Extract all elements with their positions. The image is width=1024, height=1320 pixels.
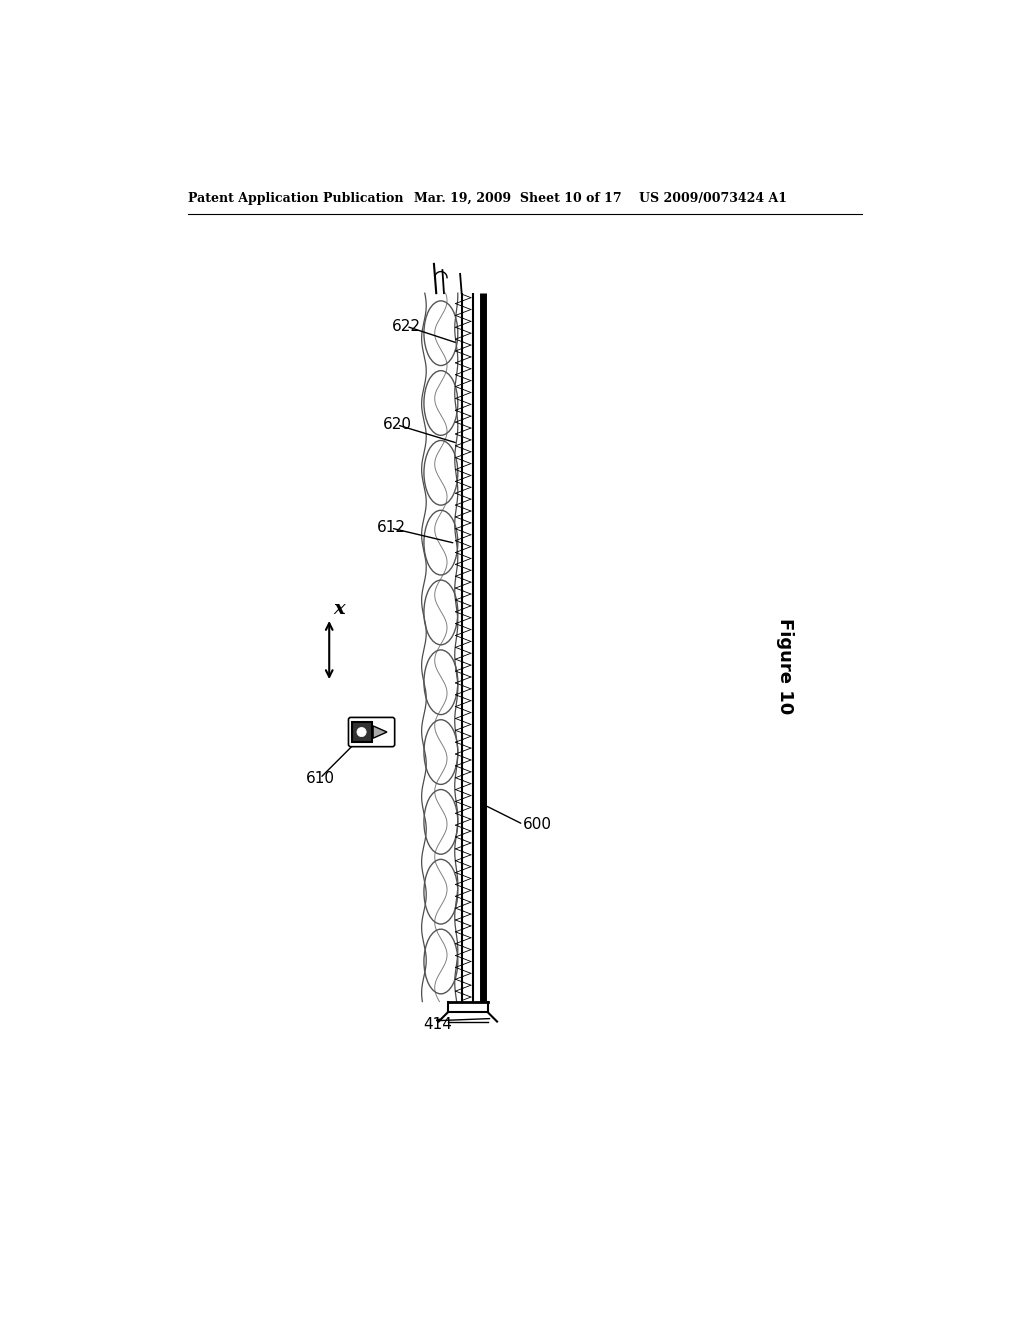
Polygon shape <box>373 726 387 738</box>
Text: Mar. 19, 2009  Sheet 10 of 17: Mar. 19, 2009 Sheet 10 of 17 <box>414 191 622 205</box>
Text: Figure 10: Figure 10 <box>776 619 794 714</box>
Text: US 2009/0073424 A1: US 2009/0073424 A1 <box>639 191 786 205</box>
Text: x: x <box>333 599 345 618</box>
FancyBboxPatch shape <box>348 718 394 747</box>
Text: 414: 414 <box>423 1018 452 1032</box>
Text: 622: 622 <box>392 318 421 334</box>
Text: 610: 610 <box>306 771 335 785</box>
Text: 612: 612 <box>377 520 406 536</box>
Bar <box>351 722 372 742</box>
Text: 620: 620 <box>383 417 412 433</box>
Text: 600: 600 <box>523 817 552 832</box>
Circle shape <box>357 727 367 737</box>
Text: Patent Application Publication: Patent Application Publication <box>188 191 403 205</box>
